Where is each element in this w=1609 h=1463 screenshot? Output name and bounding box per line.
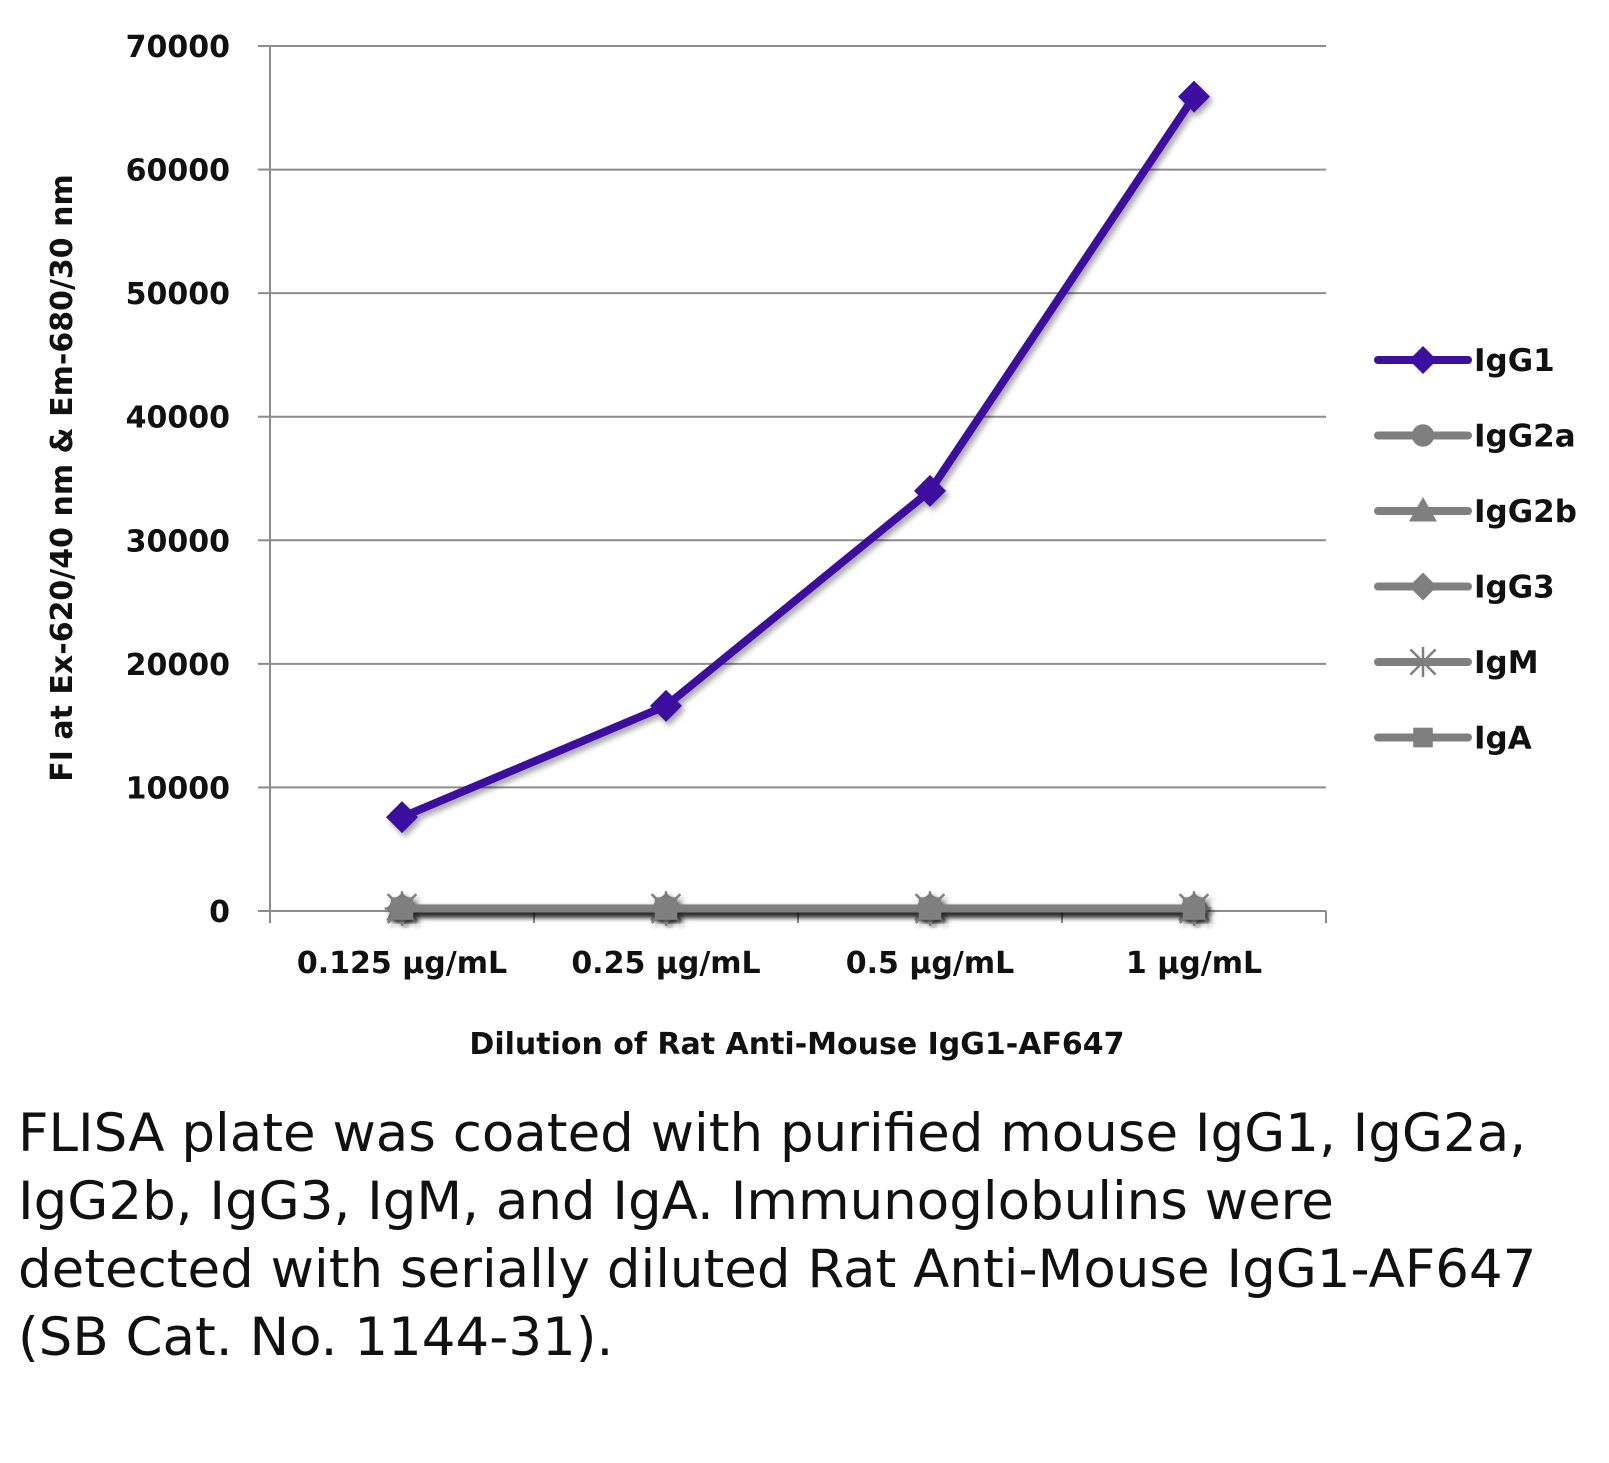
legend-label: IgA bbox=[1474, 721, 1532, 757]
gridlines bbox=[258, 45, 1327, 923]
legend-item-igm: IgM bbox=[1374, 645, 1539, 681]
legend-marker-igg1 bbox=[1409, 346, 1437, 374]
x-tick-label: 0.25 µg/mL bbox=[571, 946, 760, 981]
data-point-igg1 bbox=[650, 689, 682, 722]
legend-marker-igm bbox=[1407, 646, 1439, 678]
x-axis-title: Dilution of Rat Anti-Mouse IgG1-AF647 bbox=[469, 1027, 1124, 1062]
series-iga bbox=[390, 897, 1206, 920]
y-tick-labels: 0 10000 20000 30000 40000 50000 60000 70000 bbox=[126, 30, 230, 930]
data-point-igg1 bbox=[1178, 80, 1210, 113]
legend-item-igg3: IgG3 bbox=[1374, 570, 1555, 606]
legend-marker-igg3 bbox=[1409, 572, 1437, 601]
data-point-iga bbox=[390, 897, 414, 920]
legend-marker-iga bbox=[1413, 727, 1433, 748]
x-tick-label: 0.5 µg/mL bbox=[846, 946, 1014, 981]
series bbox=[384, 80, 1212, 926]
y-tick-label: 20000 bbox=[126, 648, 230, 683]
x-tick-label: 1 µg/mL bbox=[1126, 946, 1262, 981]
y-tick-label: 60000 bbox=[126, 154, 230, 189]
y-tick-label: 10000 bbox=[126, 771, 230, 806]
y-axis-title: FI at Ex-620/40 nm & Em-680/30 nm bbox=[45, 174, 80, 781]
y-tick-label: 0 bbox=[209, 895, 230, 930]
legend-item-igg1: IgG1 bbox=[1374, 343, 1555, 379]
legend-label: IgG2a bbox=[1474, 419, 1576, 455]
legend: IgG1 IgG2a IgG2b IgG3 IgM IgA bbox=[1374, 343, 1577, 757]
data-point-igg1 bbox=[386, 801, 418, 834]
data-point-iga bbox=[654, 897, 678, 920]
legend-item-igg2a: IgG2a bbox=[1374, 419, 1576, 455]
y-tick-label: 50000 bbox=[126, 277, 230, 312]
legend-label: IgG2b bbox=[1474, 494, 1577, 530]
x-tick-label: 0.125 µg/mL bbox=[297, 946, 507, 981]
series-igg1 bbox=[386, 80, 1210, 834]
y-tick-label: 70000 bbox=[126, 30, 230, 65]
chart: 0 10000 20000 30000 40000 50000 60000 70000 0.1… bbox=[45, 30, 1577, 1062]
data-point-iga bbox=[918, 897, 942, 920]
data-point-igg1 bbox=[914, 474, 946, 507]
legend-label: IgG1 bbox=[1474, 343, 1555, 379]
legend-label: IgG3 bbox=[1474, 570, 1555, 606]
legend-item-igg2b: IgG2b bbox=[1374, 494, 1577, 530]
data-point-iga bbox=[1182, 897, 1206, 920]
legend-label: IgM bbox=[1474, 645, 1539, 681]
series-line-igg1 bbox=[398, 92, 1198, 822]
x-tick-labels: 0.125 µg/mL 0.25 µg/mL 0.5 µg/mL 1 µg/mL bbox=[297, 946, 1262, 981]
axes bbox=[269, 46, 1326, 912]
y-tick-label: 40000 bbox=[126, 401, 230, 436]
legend-marker-igg2a bbox=[1411, 424, 1435, 447]
figure-caption: FLISA plate was coated with purified mou… bbox=[18, 1103, 1537, 1368]
legend-item-iga: IgA bbox=[1374, 721, 1532, 757]
y-tick-label: 30000 bbox=[126, 524, 230, 559]
legend-marker-igg2b bbox=[1409, 497, 1437, 522]
